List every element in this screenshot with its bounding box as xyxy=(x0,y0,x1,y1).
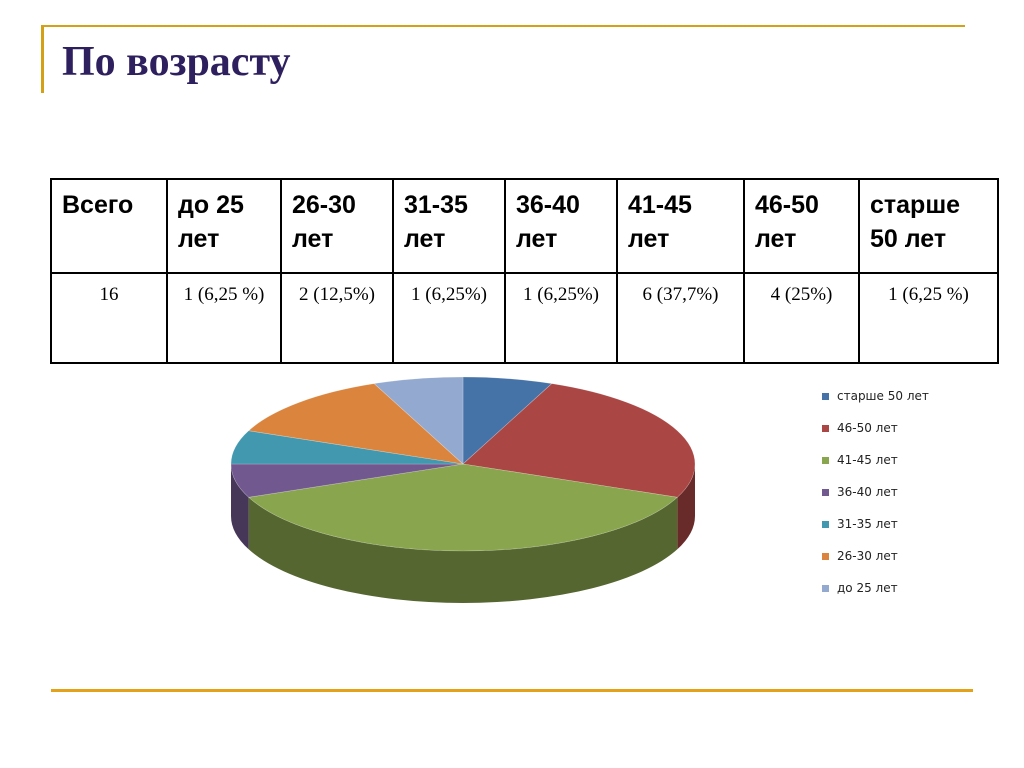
table-header-row: Всего до 25 лет 26-30 лет 31-35 лет 36-4… xyxy=(50,178,999,274)
legend-label: 26-30 лет xyxy=(837,549,898,563)
legend-item: до 25 лет xyxy=(822,572,929,604)
pie-slice xyxy=(462,383,696,498)
header-cell: 31-35 лет xyxy=(392,178,506,274)
accent-bottom-line xyxy=(51,689,973,692)
legend-label: 46-50 лет xyxy=(837,421,898,435)
table-row: 16 1 (6,25 %) 2 (12,5%) 1 (6,25%) 1 (6,2… xyxy=(50,272,999,364)
pie-slice-side xyxy=(231,464,249,550)
value-cell: 1 (6,25%) xyxy=(392,272,506,364)
pie-slice xyxy=(247,463,679,552)
legend-swatch xyxy=(822,424,829,432)
age-table: Всего до 25 лет 26-30 лет 31-35 лет 36-4… xyxy=(50,178,999,364)
value-cell: 1 (6,25%) xyxy=(504,272,618,364)
legend-item: 46-50 лет xyxy=(822,412,929,444)
pie-slice xyxy=(247,383,464,465)
legend-label: старше 50 лет xyxy=(837,389,929,403)
legend-item: 31-35 лет xyxy=(822,508,929,540)
header-cell: 46-50 лет xyxy=(743,178,860,274)
legend-swatch xyxy=(822,520,829,528)
legend-swatch xyxy=(822,552,829,560)
pie-slice xyxy=(373,376,464,465)
header-cell: старше 50 лет xyxy=(858,178,999,274)
pie-slice-side xyxy=(248,497,678,603)
legend-label: 41-45 лет xyxy=(837,453,898,467)
legend-swatch xyxy=(822,488,829,496)
pie-slice xyxy=(462,376,553,465)
legend-item: 26-30 лет xyxy=(822,540,929,572)
value-cell: 1 (6,25 %) xyxy=(166,272,282,364)
header-cell: 36-40 лет xyxy=(504,178,618,274)
chart-legend: старше 50 лет 46-50 лет 41-45 лет 36-40 лет… xyxy=(822,380,929,604)
accent-vertical-line xyxy=(41,25,44,93)
header-cell: 26-30 лет xyxy=(280,178,394,274)
legend-item: 36-40 лет xyxy=(822,476,929,508)
legend-swatch xyxy=(822,456,829,464)
legend-label: 36-40 лет xyxy=(837,485,898,499)
legend-swatch xyxy=(822,392,829,400)
header-cell: до 25 лет xyxy=(166,178,282,274)
pie-slice xyxy=(230,463,464,498)
header-cell: Всего xyxy=(50,178,168,274)
legend-item: 41-45 лет xyxy=(822,444,929,476)
value-cell: 16 xyxy=(50,272,168,364)
pie-slice xyxy=(230,430,464,465)
legend-item: старше 50 лет xyxy=(822,380,929,412)
header-cell: 41-45 лет xyxy=(616,178,745,274)
legend-label: до 25 лет xyxy=(837,581,898,595)
value-cell: 6 (37,7%) xyxy=(616,272,745,364)
pie-slice-side xyxy=(677,464,695,550)
value-cell: 2 (12,5%) xyxy=(280,272,394,364)
value-cell: 4 (25%) xyxy=(743,272,860,364)
slide-title: По возрасту xyxy=(62,39,291,85)
value-cell: 1 (6,25 %) xyxy=(858,272,999,364)
legend-swatch xyxy=(822,584,829,592)
accent-top-line xyxy=(41,25,965,27)
legend-label: 31-35 лет xyxy=(837,517,898,531)
